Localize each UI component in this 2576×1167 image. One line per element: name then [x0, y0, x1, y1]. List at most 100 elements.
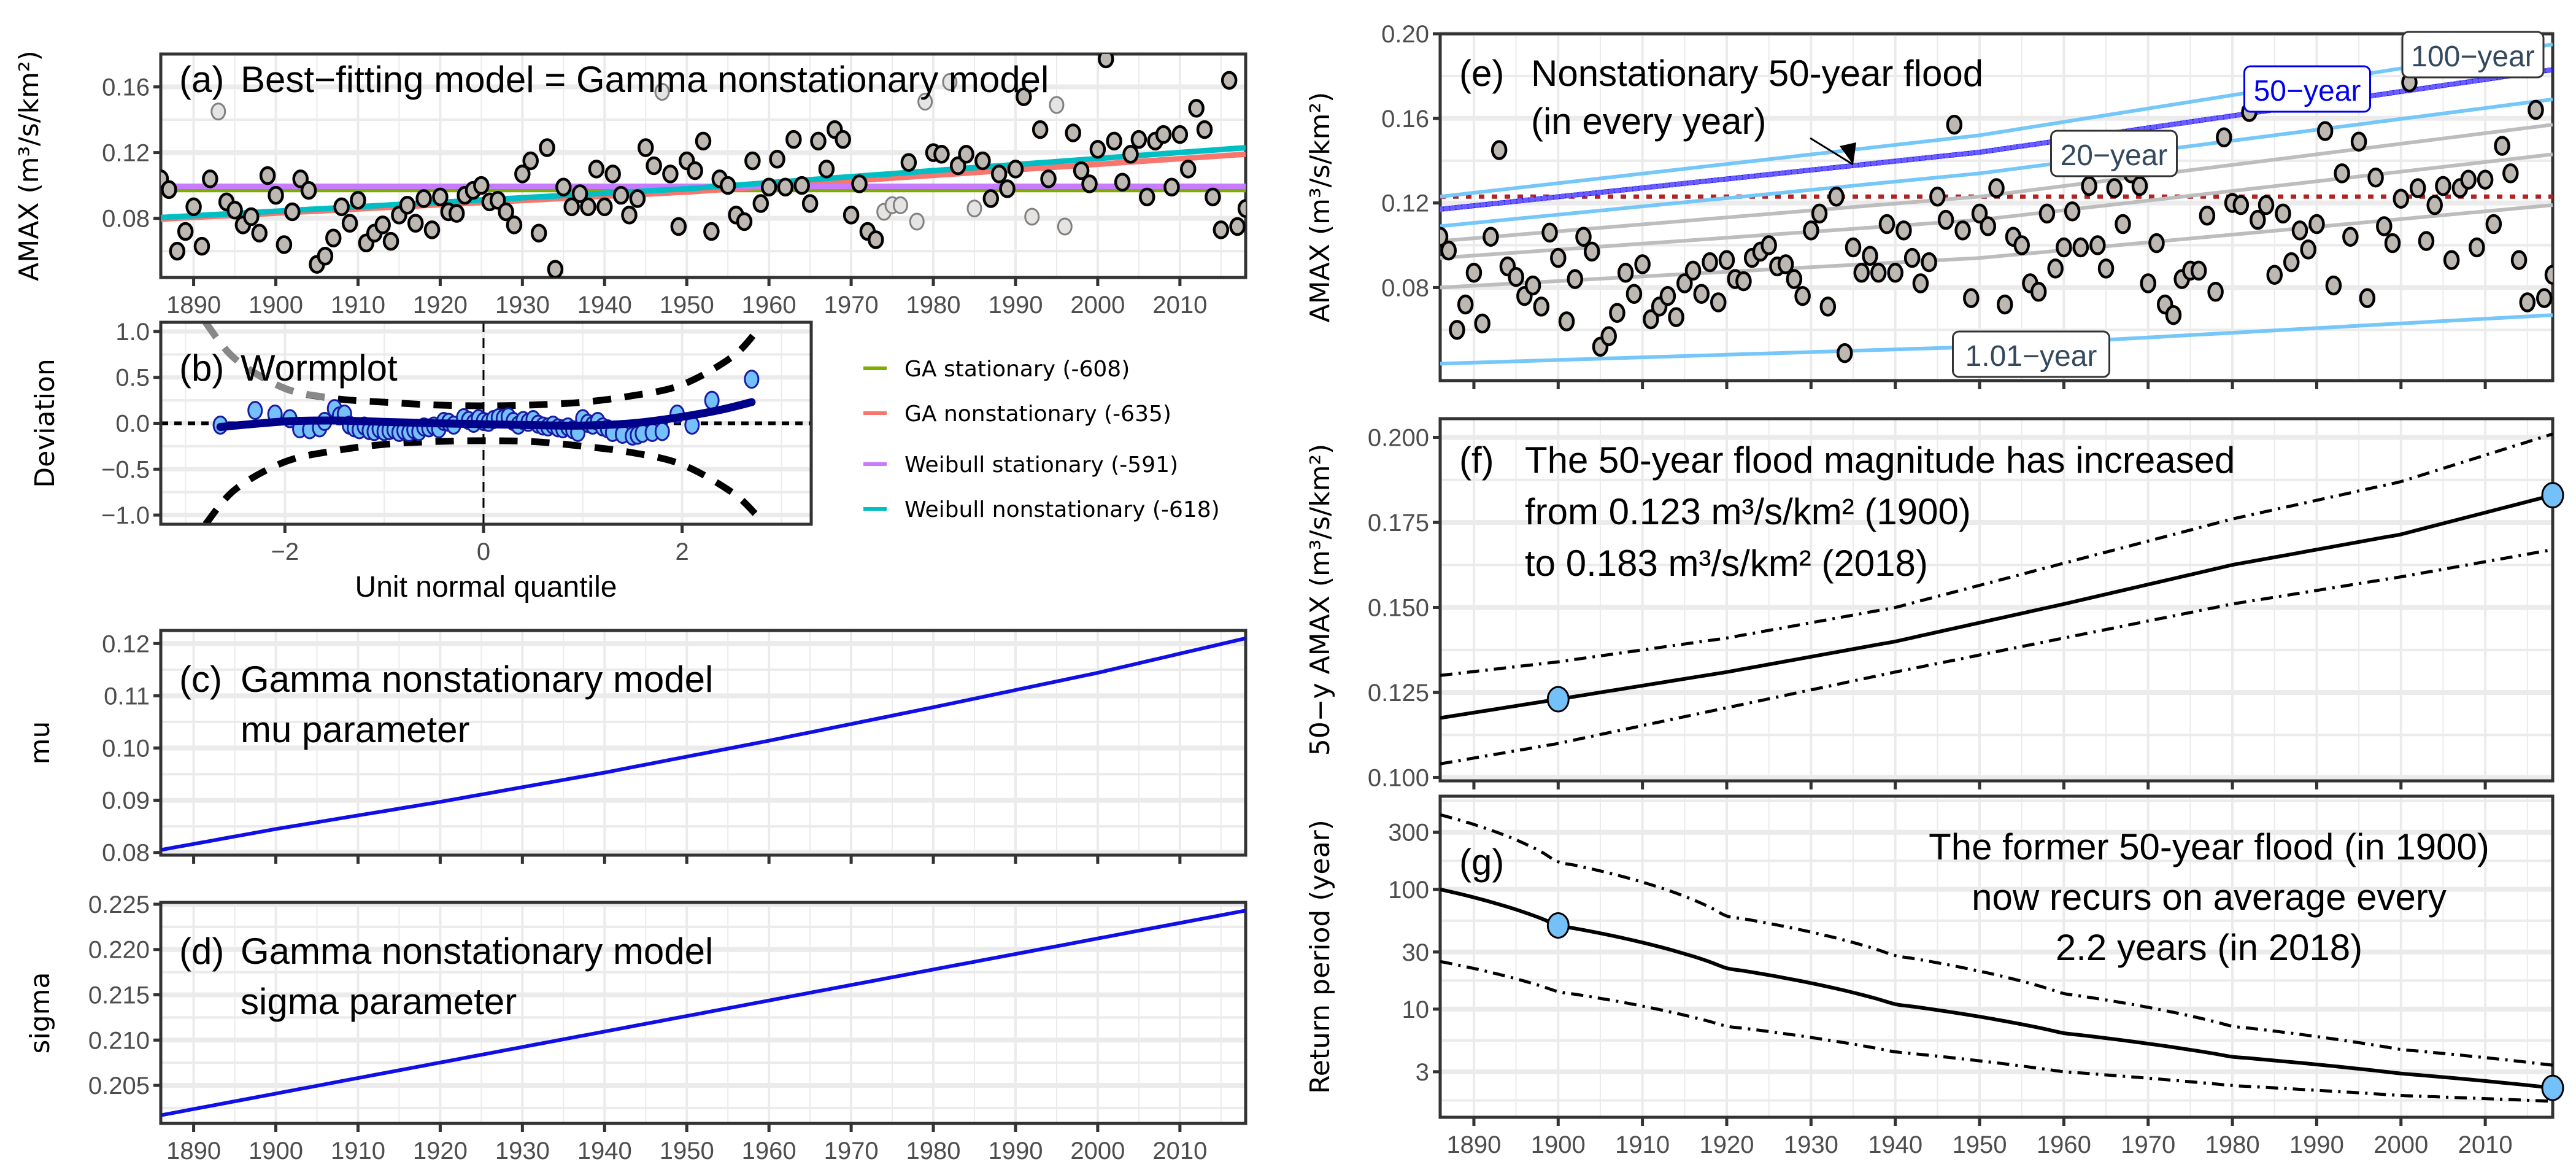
x-tick-label: 1940	[577, 292, 632, 319]
y-tick-label: 1.0	[115, 319, 150, 346]
data-point	[2316, 121, 2334, 141]
data-point	[1155, 125, 1172, 144]
annotation-line: to 0.183 m³/s/km² (2018)	[1525, 543, 1928, 584]
data-point	[1853, 263, 1870, 283]
data-point	[835, 130, 851, 149]
annotation-line: Nonstationary 50-year flood	[1531, 53, 1983, 94]
data-point	[1474, 313, 1490, 334]
y-tick-label: 0.11	[104, 683, 150, 710]
data-point	[604, 165, 621, 184]
legend-label: Weibull stationary (-591)	[904, 452, 1178, 478]
data-point	[2106, 178, 2123, 198]
panel-label: (f)	[1459, 440, 1494, 481]
data-point	[2384, 233, 2401, 254]
data-point	[1114, 173, 1131, 192]
data-point	[1065, 123, 1081, 142]
data-point	[571, 184, 588, 203]
data-point	[900, 153, 917, 172]
data-point	[1811, 203, 1828, 224]
data-point	[407, 214, 424, 233]
x-axis-title: Unit normal quantile	[355, 571, 617, 603]
data-point	[2148, 233, 2165, 254]
data-point	[1735, 271, 1752, 292]
data-point	[2409, 178, 2426, 198]
data-point	[2140, 273, 2156, 293]
plot-background	[1440, 796, 2553, 1117]
x-tick-label: 1890	[166, 292, 221, 319]
data-point	[1016, 87, 1032, 106]
data-point	[1845, 237, 1862, 258]
return-level-label: 1.01−year	[1952, 330, 2110, 378]
data-point	[2199, 206, 2216, 226]
label-box	[2401, 31, 2545, 79]
data-point	[522, 151, 539, 171]
data-point	[555, 177, 572, 197]
data-point	[868, 230, 884, 249]
ci-upper-line-faded	[202, 322, 336, 402]
data-point	[1684, 260, 1702, 281]
ci-lower-line	[202, 437, 759, 524]
x-tick-label: 1930	[495, 292, 550, 319]
data-point	[851, 174, 868, 193]
label-text: 100−year	[2411, 41, 2535, 73]
plot-border	[1438, 794, 2555, 1119]
data-point	[2426, 195, 2443, 215]
data-point	[1996, 294, 2013, 315]
y-tick-label: 0.220	[88, 937, 150, 964]
data-point	[2435, 176, 2451, 196]
data-point	[1089, 139, 1106, 159]
y-tick-label: 0.12	[102, 630, 150, 657]
data-point	[1032, 120, 1049, 139]
data-point	[2115, 214, 2131, 235]
data-point	[2350, 131, 2367, 152]
data-point	[1213, 220, 1230, 239]
data-point	[2469, 237, 2485, 258]
data-point	[2097, 258, 2115, 279]
annotation-line: 2.2 years (in 2018)	[2056, 927, 2362, 968]
data-point	[1221, 71, 1238, 90]
amax-points	[161, 54, 1246, 277]
data-point	[2510, 250, 2528, 270]
y-tick-label: 0.5	[115, 365, 150, 392]
data-point	[2502, 163, 2519, 184]
data-point	[2308, 214, 2325, 235]
x-tick-label: 1990	[988, 1138, 1043, 1165]
data-point	[1081, 174, 1098, 193]
return-level-curve	[1440, 152, 2553, 260]
data-point	[2047, 258, 2064, 279]
y-tick-label: 0.100	[1368, 764, 1429, 791]
worm-point	[744, 370, 760, 389]
y-tick-label: 0.200	[1368, 424, 1429, 451]
data-point	[2359, 288, 2376, 308]
data-point	[801, 194, 819, 213]
data-point	[1139, 187, 1155, 207]
return-level-label: 20−year	[2050, 130, 2178, 177]
data-point	[193, 236, 210, 256]
data-point	[1702, 252, 1718, 273]
annotation-line: (in every year)	[1531, 101, 1766, 142]
label-text: 50−year	[2254, 75, 2361, 107]
data-point	[670, 217, 687, 236]
data-point	[514, 165, 531, 184]
y-axis: 0.08 0.09 0.10 0.11 0.12	[102, 630, 161, 867]
curve-estimate	[1440, 887, 2553, 1090]
data-point	[1609, 303, 1625, 324]
y-tick-label: 0.12	[102, 140, 150, 167]
data-point	[1440, 227, 1449, 247]
data-point	[1490, 140, 1508, 160]
data-point	[1237, 199, 1246, 218]
annotation-line: now recurs on average every	[1972, 877, 2447, 918]
y-axis-title: 50−y AMAX (m³/s/km²)	[1305, 444, 1336, 756]
data-point	[1668, 307, 1684, 327]
legend-label: GA nonstationary (-635)	[904, 401, 1171, 427]
data-point	[777, 177, 794, 197]
data-point	[612, 185, 630, 205]
data-point	[2165, 304, 2182, 325]
data-point	[1465, 263, 1483, 283]
data-point	[1229, 217, 1246, 236]
data-point	[2325, 275, 2342, 296]
annotation-line: Gamma nonstationary model	[241, 931, 713, 972]
data-point	[317, 246, 334, 266]
data-point	[1524, 275, 1541, 296]
data-point	[760, 177, 777, 197]
